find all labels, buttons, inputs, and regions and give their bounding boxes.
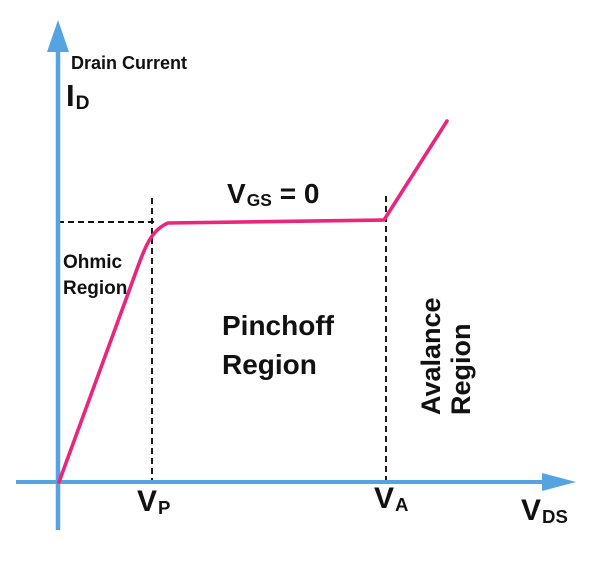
drain-current-curve bbox=[57, 119, 449, 484]
curve-label-main: V bbox=[227, 178, 246, 209]
vp-main: V bbox=[137, 485, 158, 518]
vp-subscript: P bbox=[158, 496, 171, 518]
y-axis-symbol: ID bbox=[66, 78, 90, 115]
x-axis-symbol: VDS bbox=[521, 494, 568, 528]
y-symbol-main: I bbox=[66, 78, 75, 113]
va-subscript: A bbox=[395, 493, 409, 515]
avalance-region-line1: Avalance bbox=[416, 297, 446, 415]
pinchoff-region-line1: Pinchoff bbox=[222, 310, 334, 341]
avalance-region-label: Avalance Region bbox=[416, 283, 476, 415]
y-axis-title: Drain Current bbox=[71, 53, 188, 73]
x-tick-va: VA bbox=[374, 482, 408, 516]
curve-label-suffix: = 0 bbox=[279, 178, 320, 209]
pinchoff-region-label: Pinchoff Region bbox=[222, 306, 334, 384]
x-axis-arrow-icon bbox=[542, 473, 576, 491]
y-symbol-subscript: D bbox=[75, 92, 90, 114]
curve-label-subscript: GS bbox=[246, 189, 272, 210]
x-symbol-main: V bbox=[521, 494, 542, 527]
x-tick-vp: VP bbox=[137, 485, 170, 519]
pinchoff-region-line2: Region bbox=[222, 349, 317, 380]
ohmic-region-line1: Ohmic bbox=[63, 252, 123, 273]
curve-label-vgs: VGS = 0 bbox=[227, 178, 319, 211]
va-main: V bbox=[374, 482, 395, 515]
x-symbol-subscript: DS bbox=[542, 505, 568, 527]
avalance-region-line2: Region bbox=[446, 323, 476, 416]
y-axis-arrow-icon bbox=[47, 20, 69, 52]
ohmic-region-label: Ohmic Region bbox=[63, 250, 127, 302]
ohmic-region-line2: Region bbox=[63, 278, 128, 299]
